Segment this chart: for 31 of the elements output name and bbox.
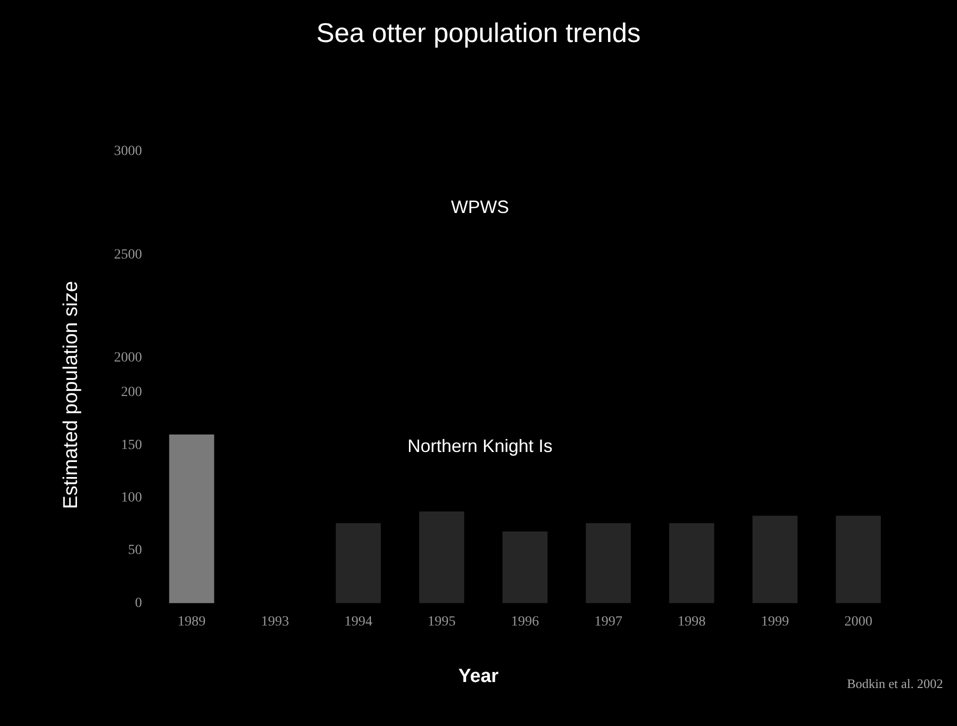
y-tick-label: 150 [121, 438, 142, 453]
chart-title: Sea otter population trends [315, 18, 642, 49]
y-axis-title: Estimated population size [60, 280, 83, 511]
text: WPWS [450, 197, 510, 218]
x-tick-label: 1994 [344, 614, 372, 630]
x-tick-label: 2000 [844, 614, 872, 630]
bar [836, 516, 881, 604]
x-tick-label: 1997 [594, 614, 622, 630]
y-tick-label: 2500 [114, 247, 142, 262]
y-tick-label: 2000 [114, 350, 142, 366]
x-tick-label: 1993 [261, 614, 289, 630]
bar [752, 516, 798, 604]
x-tick-label: 1998 [678, 614, 706, 630]
bar [586, 523, 631, 604]
x-tick-label: 1996 [511, 614, 539, 630]
bar [502, 532, 548, 604]
x-axis-title: Year [458, 666, 499, 687]
bar [419, 512, 464, 604]
x-tick-label: 1999 [761, 614, 789, 630]
y-tick-label: 0 [135, 596, 142, 611]
text: Bodkin et al. 2002 [846, 676, 943, 692]
bar [336, 523, 381, 604]
y-tick-label: 100 [121, 490, 142, 506]
y-tick-label: 200 [121, 385, 142, 400]
x-tick-label: 1989 [178, 614, 206, 630]
x-tick-label: 1995 [428, 614, 456, 630]
y-tick-label: 50 [128, 543, 142, 558]
y-tick-label: 3000 [114, 144, 142, 160]
bar [169, 434, 214, 604]
text: Northern Knight Is [407, 436, 553, 456]
bar [669, 523, 714, 604]
